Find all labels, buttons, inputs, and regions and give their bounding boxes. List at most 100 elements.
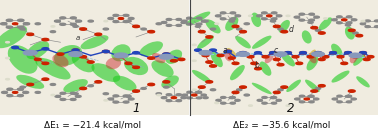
Circle shape — [215, 102, 218, 104]
Circle shape — [60, 92, 66, 94]
Text: b: b — [255, 62, 259, 70]
Circle shape — [76, 20, 82, 22]
Circle shape — [104, 100, 108, 101]
Ellipse shape — [106, 57, 121, 69]
Circle shape — [70, 98, 76, 100]
Circle shape — [342, 19, 347, 21]
Circle shape — [163, 81, 170, 83]
Circle shape — [295, 98, 300, 100]
Circle shape — [198, 30, 205, 33]
Circle shape — [170, 60, 177, 62]
Circle shape — [237, 89, 242, 91]
Circle shape — [257, 99, 262, 101]
Circle shape — [6, 19, 12, 21]
Circle shape — [108, 98, 114, 100]
Circle shape — [276, 15, 282, 17]
Circle shape — [113, 21, 119, 23]
Circle shape — [163, 53, 170, 55]
Circle shape — [270, 52, 276, 54]
Circle shape — [148, 83, 155, 86]
Ellipse shape — [81, 35, 108, 49]
Ellipse shape — [224, 50, 232, 61]
Circle shape — [196, 91, 201, 93]
Circle shape — [221, 96, 226, 98]
Circle shape — [330, 52, 336, 54]
Circle shape — [18, 19, 24, 21]
Circle shape — [1, 23, 7, 25]
Circle shape — [95, 33, 102, 36]
Circle shape — [230, 12, 235, 14]
Circle shape — [113, 101, 119, 103]
Ellipse shape — [0, 26, 27, 48]
Circle shape — [294, 16, 300, 18]
Ellipse shape — [331, 44, 342, 57]
Circle shape — [240, 30, 246, 33]
Circle shape — [206, 81, 213, 83]
Circle shape — [103, 93, 108, 95]
Ellipse shape — [265, 53, 274, 63]
Ellipse shape — [124, 57, 148, 75]
Circle shape — [114, 53, 128, 58]
Circle shape — [363, 58, 370, 61]
Circle shape — [73, 25, 78, 27]
Ellipse shape — [192, 70, 212, 83]
Ellipse shape — [252, 36, 271, 49]
Circle shape — [197, 23, 202, 25]
Circle shape — [125, 62, 132, 65]
Text: 1: 1 — [132, 102, 140, 115]
Circle shape — [271, 18, 277, 20]
Circle shape — [103, 28, 108, 30]
Circle shape — [161, 22, 167, 23]
Circle shape — [240, 52, 246, 54]
Text: ΔE₁ = −21.4 kcal/mol: ΔE₁ = −21.4 kcal/mol — [44, 121, 141, 130]
Circle shape — [285, 52, 291, 54]
Circle shape — [187, 23, 192, 25]
Circle shape — [292, 56, 299, 58]
Circle shape — [27, 52, 34, 54]
Circle shape — [35, 91, 40, 93]
Circle shape — [273, 91, 280, 94]
Circle shape — [286, 105, 290, 106]
Ellipse shape — [91, 63, 120, 82]
Circle shape — [351, 19, 357, 21]
Circle shape — [6, 57, 9, 59]
Circle shape — [6, 42, 9, 43]
Ellipse shape — [205, 19, 221, 33]
Circle shape — [166, 94, 172, 96]
Ellipse shape — [35, 58, 71, 80]
Circle shape — [237, 28, 242, 30]
Circle shape — [249, 15, 253, 16]
Ellipse shape — [225, 17, 239, 31]
Ellipse shape — [197, 35, 214, 49]
Circle shape — [240, 86, 246, 88]
Circle shape — [235, 99, 240, 101]
Circle shape — [346, 16, 352, 18]
Circle shape — [210, 49, 217, 51]
Ellipse shape — [307, 56, 318, 70]
Ellipse shape — [52, 54, 69, 67]
Circle shape — [51, 94, 55, 96]
Ellipse shape — [350, 53, 358, 63]
Circle shape — [346, 101, 352, 103]
Circle shape — [23, 23, 29, 25]
Circle shape — [220, 18, 226, 20]
Circle shape — [349, 29, 355, 32]
Circle shape — [148, 57, 155, 59]
Circle shape — [69, 52, 82, 56]
Circle shape — [113, 14, 119, 16]
Circle shape — [356, 34, 363, 37]
Circle shape — [336, 16, 342, 18]
Circle shape — [23, 91, 29, 93]
Circle shape — [60, 17, 66, 19]
Circle shape — [232, 91, 239, 94]
Circle shape — [318, 58, 325, 61]
Text: 2: 2 — [287, 102, 295, 115]
Ellipse shape — [235, 36, 251, 48]
Circle shape — [70, 17, 76, 19]
Text: ΔE₂ = −35.6 kcal/mol: ΔE₂ = −35.6 kcal/mol — [233, 121, 330, 130]
Ellipse shape — [8, 45, 37, 74]
Circle shape — [203, 20, 208, 22]
Ellipse shape — [113, 76, 136, 91]
Ellipse shape — [260, 62, 271, 76]
Circle shape — [345, 52, 352, 54]
